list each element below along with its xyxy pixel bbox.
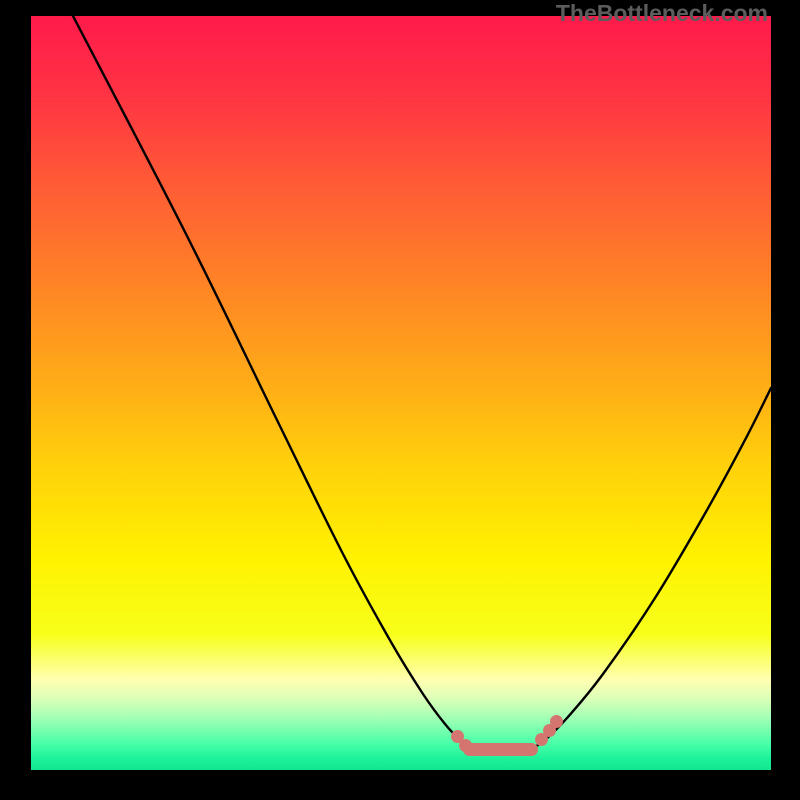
curve-marker-dot	[459, 739, 472, 752]
chart-canvas: TheBottleneck.com	[0, 0, 800, 800]
flat-segment-marker	[463, 743, 538, 756]
watermark-text: TheBottleneck.com	[556, 0, 768, 27]
curve-marker-dot	[550, 715, 563, 728]
bottleneck-curve	[31, 16, 771, 770]
plot-area	[31, 16, 771, 770]
